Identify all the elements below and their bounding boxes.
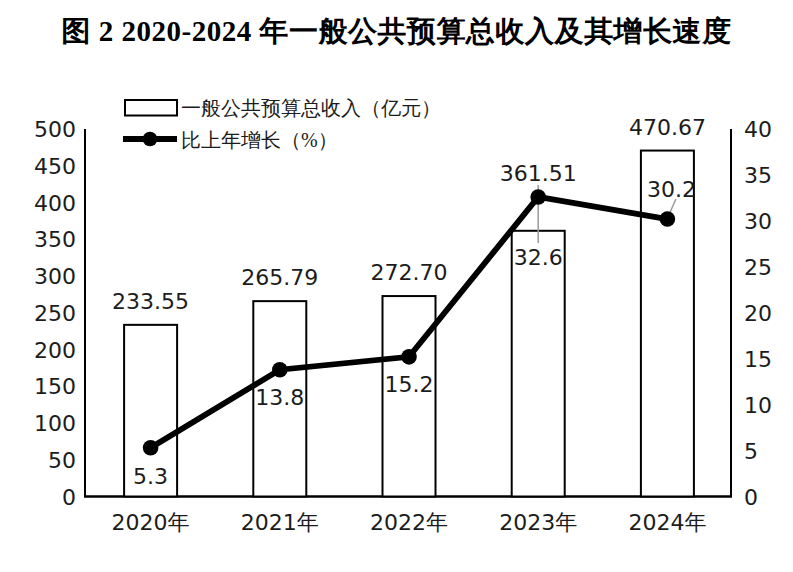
- line-value-label: 13.8: [255, 385, 304, 410]
- figure: 图 2 2020-2024 年一般公共预算总收入及其增长速度 050100150…: [0, 0, 793, 572]
- right-axis-tick-label: 5: [744, 439, 758, 464]
- right-axis-tick-label: 0: [744, 485, 758, 510]
- bar-value-label: 272.70: [371, 260, 448, 285]
- growth-marker-2021年: [272, 362, 288, 378]
- growth-marker-2024年: [660, 211, 676, 227]
- left-axis-tick-label: 200: [34, 338, 76, 363]
- bar-2024年: [641, 151, 694, 497]
- right-axis-tick-label: 30: [744, 209, 772, 234]
- left-axis-tick-label: 450: [34, 154, 76, 179]
- x-axis-tick-label: 2023年: [499, 510, 577, 535]
- left-axis-tick-label: 400: [34, 191, 76, 216]
- left-axis-tick-label: 150: [34, 374, 76, 399]
- right-axis-tick-label: 40: [744, 117, 772, 142]
- growth-marker-2020年: [143, 440, 159, 456]
- growth-marker-2022年: [401, 349, 417, 365]
- bar-value-label: 361.51: [500, 161, 577, 186]
- right-axis-tick-label: 35: [744, 163, 772, 188]
- right-axis-tick-label: 25: [744, 255, 772, 280]
- x-axis-tick-label: 2024年: [628, 510, 706, 535]
- right-axis-tick-label: 10: [744, 393, 772, 418]
- x-axis-tick-label: 2020年: [112, 510, 190, 535]
- left-axis-tick-label: 300: [34, 264, 76, 289]
- legend-line-label: 比上年增长（%）: [181, 129, 338, 151]
- line-value-label: 15.2: [385, 372, 434, 397]
- growth-marker-2023年: [530, 189, 546, 205]
- chart-canvas: 0 50 100 150 200 250 300 350 400 450 500 0 5 10 15 20 25…: [0, 0, 793, 572]
- bar-value-label: 233.55: [112, 289, 189, 314]
- x-axis-tick-label: 2021年: [241, 510, 319, 535]
- bar-value-label: 470.67: [629, 115, 706, 140]
- right-axis-tick-label: 20: [744, 301, 772, 326]
- left-axis-tick-label: 250: [34, 301, 76, 326]
- line-value-label: 5.3: [133, 464, 168, 489]
- left-axis-tick-label: 500: [34, 117, 76, 142]
- bar-value-label: 265.79: [241, 265, 318, 290]
- right-axis-tick-label: 15: [744, 347, 772, 372]
- left-axis-tick-label: 50: [48, 448, 76, 473]
- left-axis-tick-label: 100: [34, 411, 76, 436]
- legend-bar-swatch: [125, 100, 177, 116]
- line-value-label: 30.2: [647, 177, 696, 202]
- left-axis-tick-label: 0: [62, 485, 76, 510]
- bar-2023年: [512, 231, 565, 497]
- left-axis-tick-label: 350: [34, 227, 76, 252]
- x-axis-tick-label: 2022年: [370, 510, 448, 535]
- line-value-label: 32.6: [514, 245, 563, 270]
- legend-line-marker: [143, 132, 158, 147]
- legend-bar-label: 一般公共预算总收入（亿元）: [181, 97, 441, 119]
